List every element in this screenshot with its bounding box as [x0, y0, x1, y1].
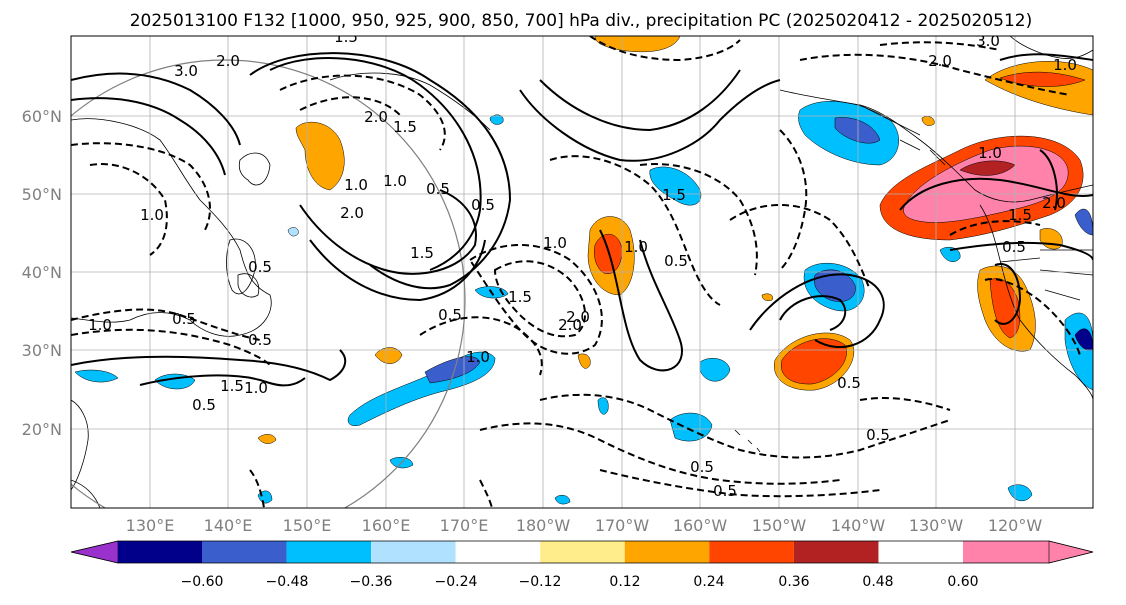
- lon-label: 130°W: [909, 516, 964, 535]
- contour-label: 2.0: [364, 108, 388, 126]
- colorbar-tick-label: 0.12: [609, 574, 640, 590]
- lon-label: 140°W: [831, 516, 886, 535]
- colorbar-segment: [118, 541, 202, 563]
- contour-label: 1.5: [662, 186, 686, 204]
- map-title: 2025013100 F132 [1000, 950, 925, 900, 85…: [130, 11, 1033, 31]
- reference-circle: [71, 59, 466, 508]
- lon-label: 150°W: [752, 516, 807, 535]
- lat-label: 20°N: [22, 420, 62, 439]
- contour-label: 1.0: [466, 348, 490, 366]
- colorbar-tick-label: 0.36: [778, 574, 809, 590]
- colorbar-ticks: −0.60 −0.48 −0.36 −0.24 −0.12 0.12 0.24 …: [181, 574, 979, 590]
- contour-label: 1.0: [383, 172, 407, 190]
- contour-label: 1.0: [624, 238, 648, 256]
- positive-contours: [71, 52, 1093, 387]
- lon-label: 160°W: [673, 516, 728, 535]
- contour-label: 1.5: [508, 288, 532, 306]
- colorbar: [70, 540, 1094, 564]
- colorbar-extend-min: [70, 540, 119, 564]
- lon-label: 160°E: [362, 516, 411, 535]
- contour-label: 0.5: [248, 331, 272, 349]
- lon-label: 140°E: [204, 516, 253, 535]
- contour-label: 1.0: [344, 176, 368, 194]
- contour-label: 0.5: [866, 426, 890, 444]
- colorbar-segment: [455, 541, 541, 563]
- colorbar-segment: [709, 541, 794, 563]
- colorbar-tick-label: −0.48: [266, 574, 309, 590]
- contour-label: 3.0: [976, 32, 1000, 50]
- lat-label: 50°N: [22, 185, 62, 204]
- lon-labels: 130°E 140°E 150°E 160°E 170°E 180°W 170°…: [126, 516, 1043, 535]
- contour-label: 0.5: [1002, 238, 1026, 256]
- contour-label: 0.5: [664, 252, 688, 270]
- lon-label: 150°E: [283, 516, 332, 535]
- contour-label: 1.0: [88, 316, 112, 334]
- contour-label: 1.0: [140, 206, 164, 224]
- contour-label: 2.0: [340, 204, 364, 222]
- colorbar-tick-label: 0.48: [862, 574, 893, 590]
- colorbar-tick-label: 0.24: [693, 574, 724, 590]
- lat-labels: 60°N 50°N 40°N 30°N 20°N: [22, 107, 62, 439]
- contour-labels: 3.0 2.0 1.5 2.0 1.5 0.5 1.0 0.5 1.0 1.5 …: [88, 28, 1077, 500]
- colorbar-segment: [624, 541, 710, 563]
- contour-label: 1.5: [393, 118, 417, 136]
- contour-label: 1.0: [1053, 56, 1077, 74]
- colorbar-tick-label: −0.60: [181, 574, 224, 590]
- contour-label: 2.0: [1042, 194, 1066, 212]
- graticule: [71, 36, 1093, 508]
- lat-label: 60°N: [22, 107, 62, 126]
- contour-label: 1.5: [220, 377, 244, 395]
- contour-label: 3.0: [174, 62, 198, 80]
- contour-label: 0.5: [471, 196, 495, 214]
- colorbar-segment: [963, 541, 1049, 563]
- contour-label: 1.0: [978, 144, 1002, 162]
- contour-label: 0.5: [438, 306, 462, 324]
- lon-label: 130°E: [126, 516, 175, 535]
- lat-label: 40°N: [22, 263, 62, 282]
- contour-label: 0.5: [172, 310, 196, 328]
- contour-label: 0.5: [713, 482, 737, 500]
- colorbar-segment: [202, 541, 287, 563]
- contour-label: 2.0: [566, 308, 590, 326]
- colorbar-segment: [286, 541, 372, 563]
- negative-contours: [71, 36, 1081, 508]
- contour-label: 0.5: [837, 374, 861, 392]
- colorbar-segment: [540, 541, 625, 563]
- colorbar-extend-max: [1048, 540, 1094, 564]
- contour-label: 2.0: [216, 52, 240, 70]
- contour-label: 1.5: [1008, 206, 1032, 224]
- map-border: [70, 35, 1094, 509]
- contour-label: 1.0: [244, 379, 268, 397]
- contour-label: 0.5: [248, 258, 272, 276]
- lon-label: 170°E: [440, 516, 489, 535]
- colorbar-segment: [793, 541, 879, 563]
- coastline-layer: [71, 36, 1093, 508]
- contour-label: 1.0: [543, 234, 567, 252]
- contour-label: 0.5: [426, 180, 450, 198]
- colorbar-tick-label: −0.24: [435, 574, 478, 590]
- contour-label: 0.5: [192, 396, 216, 414]
- lon-label: 170°W: [595, 516, 650, 535]
- lat-label: 30°N: [22, 341, 62, 360]
- lon-label: 120°W: [988, 516, 1043, 535]
- lon-label: 180°W: [516, 516, 571, 535]
- colorbar-tick-label: −0.36: [350, 574, 393, 590]
- colorbar-tick-label: 0.60: [947, 574, 978, 590]
- colorbar-outline: [70, 540, 1094, 564]
- contour-label: 2.0: [928, 52, 952, 70]
- colorbar-segment: [371, 541, 456, 563]
- contour-label: 0.5: [690, 458, 714, 476]
- contour-label: 1.5: [334, 28, 358, 46]
- contour-label: 2.0: [558, 316, 582, 334]
- contour-label: 1.5: [410, 244, 434, 262]
- colorbar-tick-label: −0.12: [519, 574, 562, 590]
